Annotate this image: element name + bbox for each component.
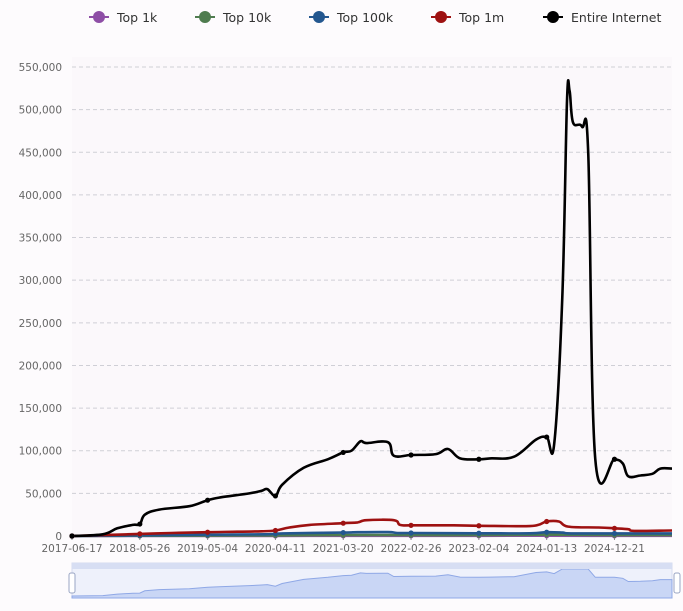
series-line-top-100k: [71, 530, 672, 538]
legend-label: Top 100k: [337, 9, 394, 25]
series-marker-top-1m: [611, 525, 618, 531]
y-tick-label: 550,000: [19, 62, 62, 74]
x-tick-label: 2024-01-13: [516, 543, 577, 555]
series-marker-entire-internet: [611, 456, 618, 462]
x-tick-label: 2017-06-17: [41, 543, 102, 555]
y-tick-label: 100,000: [19, 446, 62, 458]
series-marker-top-1m: [476, 523, 482, 529]
y-tick-label: 350,000: [19, 233, 62, 245]
y-tick-label: 250,000: [19, 318, 62, 330]
y-tick-label: 200,000: [19, 360, 62, 372]
zoom-slider-bar: [72, 563, 672, 569]
y-tick-label: 450,000: [19, 147, 62, 159]
x-tick-label: 2021-03-20: [313, 543, 374, 555]
x-tick-label: 2018-05-26: [109, 543, 170, 555]
series-marker-top-1m: [544, 518, 550, 525]
legend-item-top-10k[interactable]: Top 10k: [195, 8, 271, 26]
y-tick-label: 150,000: [19, 403, 62, 415]
series-marker-top-1m: [205, 529, 211, 535]
legend-swatch: [309, 11, 329, 23]
series-marker-entire-internet: [476, 456, 482, 462]
x-tick-label: 2020-04-11: [245, 543, 306, 555]
series-marker-top-100k: [544, 529, 550, 535]
series-marker-top-100k: [340, 529, 346, 536]
series-marker-entire-internet: [544, 434, 550, 440]
plot-area: [72, 57, 672, 536]
series-marker-entire-internet: [205, 497, 211, 503]
x-tick-label: 2022-02-26: [381, 543, 442, 555]
y-tick-label: 50,000: [25, 488, 62, 500]
series-marker-top-1m: [340, 520, 346, 526]
x-tick-label: 2024-12-21: [584, 543, 645, 555]
x-tick-label: 2019-05-04: [177, 543, 238, 555]
legend-label: Top 1k: [117, 9, 158, 25]
series-marker-top-1m: [137, 531, 143, 537]
series-marker-top-100k: [476, 530, 482, 536]
zoom-handle-start[interactable]: [68, 572, 76, 594]
legend-label: Top 1m: [459, 9, 505, 25]
series-marker-top-1m: [408, 522, 414, 528]
legend-item-top-100k[interactable]: Top 100k: [309, 8, 393, 26]
y-tick-label: 0: [55, 531, 62, 543]
legend-item-top-1m[interactable]: Top 1m: [431, 8, 504, 26]
legend-swatch: [195, 11, 215, 23]
chart-legend: Top 1k Top 10k Top 100k Top 1m Entire Intern…: [0, 5, 683, 29]
legend-swatch: [431, 11, 451, 23]
series-marker-entire-internet: [137, 521, 143, 527]
y-tick-label: 500,000: [19, 105, 62, 117]
legend-item-entire-internet[interactable]: Entire Internet: [543, 8, 661, 26]
series-marker-top-100k: [408, 530, 414, 536]
legend-label: Top 10k: [223, 9, 272, 25]
series-marker-entire-internet: [340, 449, 346, 456]
zoom-slider-preview: [71, 568, 673, 599]
series-marker-top-100k: [611, 530, 618, 537]
legend-swatch: [543, 11, 563, 23]
series-marker-entire-internet: [408, 452, 414, 458]
x-tick-label: 2023-02-04: [448, 543, 509, 555]
legend-swatch: [89, 11, 109, 23]
y-tick-label: 300,000: [19, 275, 62, 287]
y-tick-label: 400,000: [19, 190, 62, 202]
legend-item-top-1k[interactable]: Top 1k: [89, 8, 157, 26]
series-marker-entire-internet: [69, 533, 75, 539]
series-marker-top-1m: [272, 527, 279, 534]
zoom-handle-end[interactable]: [673, 572, 681, 594]
legend-label: Entire Internet: [571, 9, 662, 25]
series-line-top-1m: [71, 518, 673, 538]
series-marker-entire-internet: [272, 493, 279, 499]
